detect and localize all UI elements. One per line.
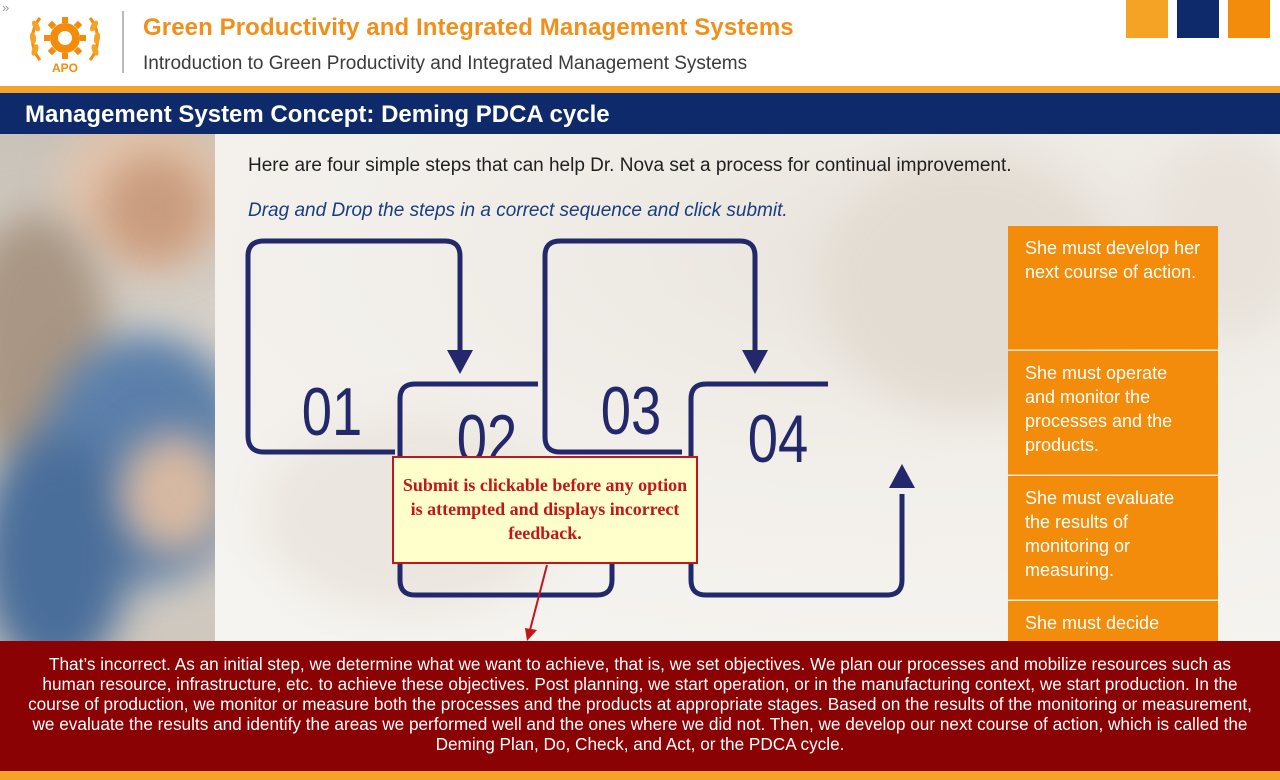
step-02-frame [397, 381, 615, 598]
course-subtitle: Introduction to Green Productivity and I… [143, 53, 748, 74]
step-number-04: 04 [748, 401, 809, 477]
slide-content: Here are four simple steps that can help… [0, 134, 1280, 641]
arrow-up-icon [889, 464, 915, 488]
course-title: Green Productivity and Integrated Manage… [143, 14, 794, 41]
option-label: She must develop her next course of acti… [1025, 238, 1201, 282]
arrow-down-icon [742, 350, 768, 374]
decor-square-navy [1177, 0, 1219, 38]
apo-logo: APO [29, 17, 101, 75]
header-divider [122, 11, 124, 73]
option-list: She must develop her next course of acti… [1008, 226, 1218, 641]
step-number-01: 01 [302, 374, 363, 450]
option-decide[interactable]: She must decide [1008, 601, 1218, 641]
decor-square-dark-orange [1228, 0, 1270, 38]
svg-text:APO: APO [52, 61, 78, 75]
step-03-frame [542, 238, 758, 455]
decor-square-orange [1126, 0, 1168, 38]
callout-text: Submit is clickable before any option is… [402, 475, 688, 543]
header: » APO Green Productivity and Integr [0, 0, 1280, 86]
arrow-down-icon [447, 350, 473, 374]
menu-toggle-icon[interactable]: » [2, 0, 10, 15]
option-label: She must evaluate the results of monitor… [1025, 488, 1175, 580]
review-callout: Submit is clickable before any option is… [392, 456, 698, 564]
drag-instruction-text: Drag and Drop the steps in a correct seq… [248, 200, 788, 221]
option-evaluate-results[interactable]: She must evaluate the results of monitor… [1008, 476, 1218, 600]
feedback-panel: That’s incorrect. As an initial step, we… [0, 641, 1280, 771]
woman-photo [0, 134, 215, 641]
footer-rule [0, 771, 1280, 780]
instruction-text: Here are four simple steps that can help… [248, 155, 1012, 176]
option-label: She must operate and monitor the process… [1025, 363, 1173, 455]
option-operate-monitor[interactable]: She must operate and monitor the process… [1008, 351, 1218, 475]
feedback-text: That’s incorrect. As an initial step, we… [28, 654, 1252, 754]
header-rule [0, 86, 1280, 93]
step-04-frame [688, 381, 905, 598]
option-develop-course[interactable]: She must develop her next course of acti… [1008, 226, 1218, 350]
slide-title-bar: Management System Concept: Deming PDCA c… [0, 93, 1280, 134]
slide-title: Management System Concept: Deming PDCA c… [25, 101, 610, 128]
option-label: She must decide [1025, 613, 1160, 633]
step-01-frame [245, 238, 463, 455]
step-number-03: 03 [601, 373, 662, 449]
